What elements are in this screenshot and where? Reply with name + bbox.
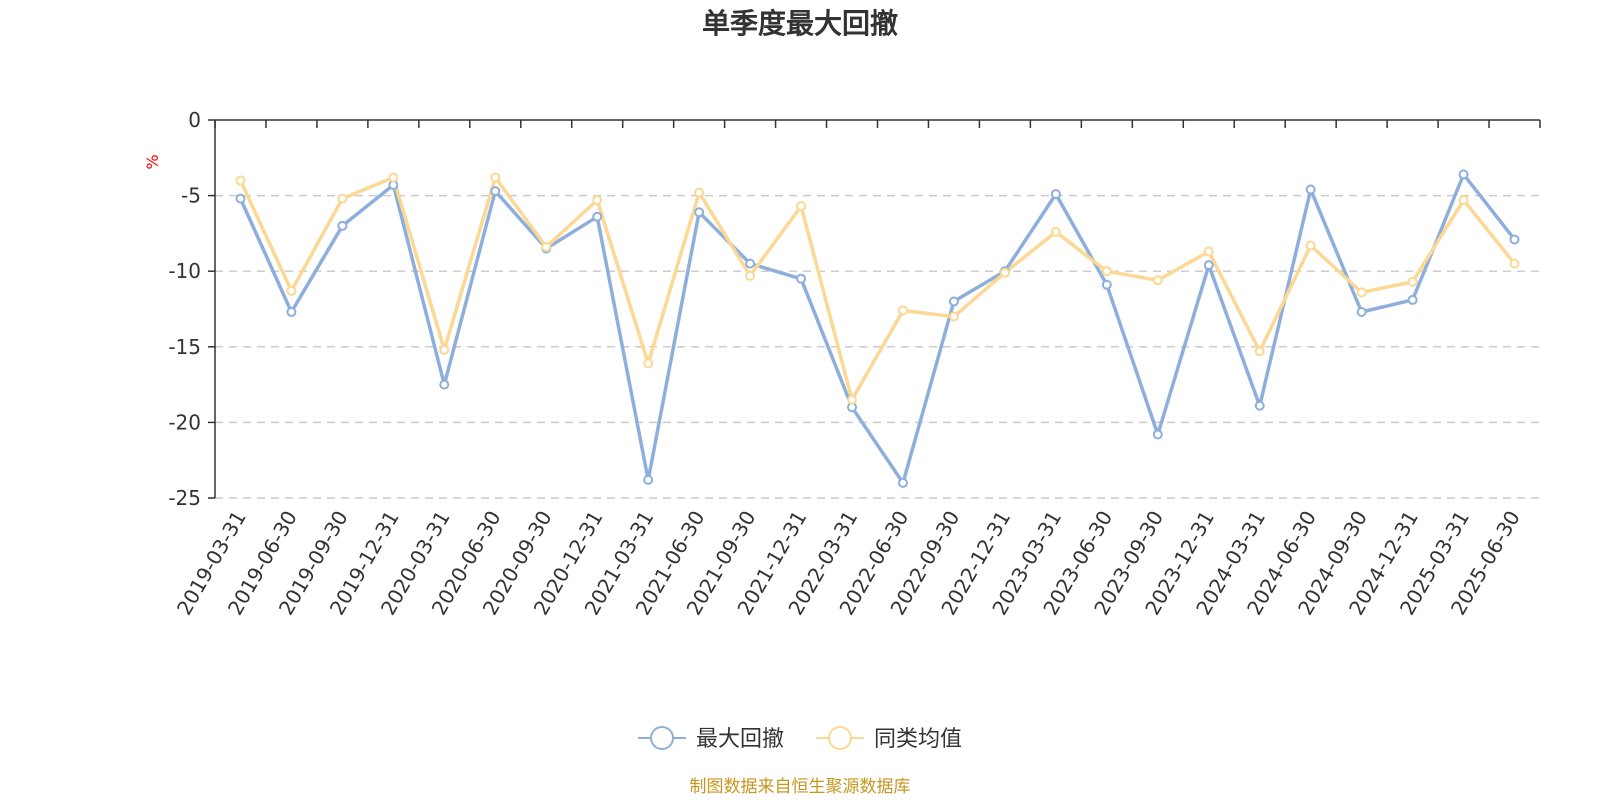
y-tick-label: -20: [168, 410, 201, 434]
data-point[interactable]: [388, 172, 399, 183]
data-point[interactable]: [592, 211, 603, 222]
y-tick-label: -15: [168, 335, 201, 359]
data-point[interactable]: [1101, 266, 1112, 277]
data-point[interactable]: [745, 258, 756, 269]
y-tick-label: 0: [188, 108, 201, 132]
series-line-0: [238, 172, 1516, 485]
data-point[interactable]: [999, 267, 1010, 278]
data-point[interactable]: [1305, 184, 1316, 195]
data-point[interactable]: [694, 207, 705, 218]
y-tick-label: -5: [181, 184, 201, 208]
y-tick-label: -10: [168, 259, 201, 283]
data-point[interactable]: [1356, 287, 1367, 298]
axes: [208, 119, 1541, 499]
data-point[interactable]: [1356, 307, 1367, 318]
data-point[interactable]: [796, 273, 807, 284]
data-point[interactable]: [592, 195, 603, 206]
data-point[interactable]: [1050, 226, 1061, 237]
y-axis-label: %: [143, 154, 162, 169]
series-lines: [235, 169, 1520, 488]
y-tick-label: -25: [168, 486, 201, 510]
data-point[interactable]: [490, 172, 501, 183]
legend[interactable]: 最大回撤 同类均值: [638, 726, 962, 752]
series-line-1: [238, 175, 1516, 402]
data-point[interactable]: [337, 193, 348, 204]
data-point[interactable]: [897, 477, 908, 488]
data-point[interactable]: [439, 344, 450, 355]
data-point[interactable]: [286, 307, 297, 318]
data-point[interactable]: [796, 201, 807, 212]
legend-item-1[interactable]: 同类均值: [816, 726, 962, 752]
legend-marker: [828, 726, 852, 750]
source-note: 制图数据来自恒生聚源数据库: [690, 777, 911, 797]
data-point[interactable]: [1407, 276, 1418, 287]
data-point[interactable]: [1254, 400, 1265, 411]
data-point[interactable]: [1407, 294, 1418, 305]
legend-label: 同类均值: [874, 727, 962, 752]
data-point[interactable]: [439, 379, 450, 390]
data-point[interactable]: [1305, 240, 1316, 251]
data-point[interactable]: [897, 305, 908, 316]
data-point[interactable]: [1458, 195, 1469, 206]
data-point[interactable]: [235, 175, 246, 186]
chart-title: 单季度最大回撤: [702, 7, 898, 40]
data-point[interactable]: [1509, 258, 1520, 269]
data-point[interactable]: [1152, 275, 1163, 286]
data-point[interactable]: [286, 285, 297, 296]
data-point[interactable]: [541, 242, 552, 253]
data-point[interactable]: [337, 220, 348, 231]
data-point[interactable]: [643, 474, 654, 485]
data-point[interactable]: [235, 193, 246, 204]
grid-lines: [215, 194, 1540, 499]
y-tick-labels: 0 -5 -10 -15 -20 -25: [168, 108, 201, 510]
data-point[interactable]: [1050, 189, 1061, 200]
legend-label: 最大回撤: [696, 727, 784, 752]
data-point[interactable]: [1101, 279, 1112, 290]
data-point[interactable]: [694, 187, 705, 198]
data-point[interactable]: [745, 270, 756, 281]
data-point[interactable]: [490, 186, 501, 197]
data-point[interactable]: [1203, 246, 1214, 257]
legend-item-0[interactable]: 最大回撤: [638, 726, 784, 752]
data-point[interactable]: [948, 296, 959, 307]
x-tick-labels: 2019-03-312019-06-302019-09-302019-12-31…: [172, 506, 1525, 619]
data-point[interactable]: [643, 358, 654, 369]
data-point[interactable]: [847, 394, 858, 405]
data-point[interactable]: [1203, 260, 1214, 271]
data-point[interactable]: [948, 311, 959, 322]
legend-marker: [650, 726, 674, 750]
data-point[interactable]: [1254, 346, 1265, 357]
data-point[interactable]: [1458, 169, 1469, 180]
data-point[interactable]: [1152, 429, 1163, 440]
data-point[interactable]: [1509, 234, 1520, 245]
